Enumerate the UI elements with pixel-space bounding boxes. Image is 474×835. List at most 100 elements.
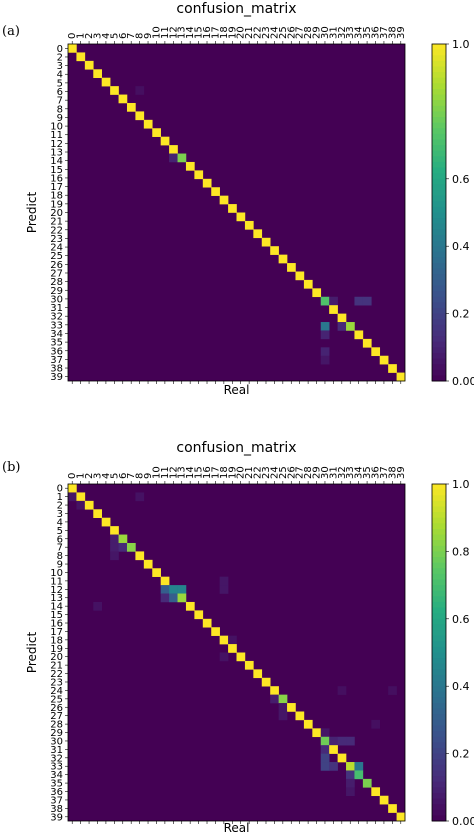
colorbar-segment [432,495,446,501]
colorbar-segment [432,235,446,241]
heatmap-cell [152,568,161,577]
heatmap-cell [178,594,187,603]
heatmap-cell [279,703,288,712]
heatmap-cell [161,585,170,594]
heatmap-cell [194,610,203,619]
heatmap-cell [127,543,136,552]
heatmap-cell [304,280,313,289]
colorbar-segment [432,325,446,331]
confusion-matrix-panel: 0123456789101112131415161718192021222324… [25,1,474,397]
heatmap-cell [279,255,288,264]
heatmap-cell [135,86,144,95]
heatmap-cell [312,288,321,297]
colorbar-segment [432,608,446,614]
colorbar-segment [432,726,446,732]
confusion-matrix-panel: 0123456789101112131415161718192021222324… [25,440,474,835]
colorbar-segment [432,370,446,376]
heatmap-cell [295,711,304,720]
heatmap-cell [346,787,355,796]
colorbar-segment [432,686,446,692]
colorbar-segment [432,190,446,196]
colorbar-segment [432,787,446,793]
colorbar-segment [432,302,446,308]
heatmap-cell [270,695,279,704]
heatmap-cell [321,356,330,365]
heatmap-cell [397,373,406,382]
colorbar-segment [432,737,446,743]
heatmap-cell [135,111,144,120]
heatmap-cell [110,543,119,552]
heatmap-cell [262,678,271,687]
heatmap-cell [203,179,212,188]
colorbar-segment [432,681,446,687]
heatmap-cell [76,501,85,510]
heatmap-cell [371,347,380,356]
colorbar-segment [432,128,446,134]
colorbar-segment [432,353,446,359]
colorbar-segment [432,563,446,569]
heatmap-cell [102,78,111,87]
heatmap-cell [110,551,119,560]
colorbar-segment [432,269,446,275]
colorbar-segment [432,731,446,737]
colorbar-segment [432,201,446,207]
heatmap-cell [321,297,330,306]
colorbar-segment [432,252,446,258]
colorbar-segment [432,78,446,84]
heatmap-cell [203,619,212,628]
heatmap-cell [178,585,187,594]
y-axis-label: Predict [25,192,39,234]
y-tick-label: 39 [50,812,63,823]
colorbar-tick-label: 0.8 [452,545,470,558]
heatmap-cell [93,69,102,78]
heatmap-cell [338,314,347,323]
heatmap-cell [363,779,372,788]
colorbar-segment [432,697,446,703]
colorbar-segment [432,535,446,541]
colorbar-segment [432,653,446,659]
colorbar-segment [432,83,446,89]
colorbar-segment [432,596,446,602]
heatmap-cell [220,653,229,662]
colorbar-segment [432,162,446,168]
colorbar-segment [432,314,446,320]
heatmap-cell [388,364,397,373]
heatmap-cell [245,661,254,670]
heatmap-cell [295,271,304,280]
colorbar-segment [432,123,446,129]
colorbar-tick-label: 0.2 [452,308,470,321]
heatmap-cell [93,602,102,611]
heatmap-cell [68,484,77,493]
colorbar-segment [432,145,446,151]
colorbar-segment [432,168,446,174]
heatmap-cell [93,509,102,518]
heatmap-cell [397,813,406,822]
heatmap-cell [321,347,330,356]
heatmap-cell [220,196,229,205]
heatmap-cell [346,770,355,779]
colorbar-tick-label: 0.00 [452,375,474,388]
colorbar-segment [432,224,446,230]
colorbar-segment [432,799,446,805]
heatmap-cell [321,754,330,763]
colorbar-segment [432,213,446,219]
colorbar-segment [432,274,446,280]
colorbar-segment [432,641,446,647]
colorbar-segment [432,506,446,512]
colorbar-segment [432,748,446,754]
colorbar-segment [432,512,446,518]
colorbar-segment [432,286,446,292]
heatmap-cell [380,356,389,365]
colorbar-segment [432,229,446,235]
colorbar-tick-label: 0.00 [452,815,474,828]
heatmap-cell [161,137,170,146]
heatmap-cell [161,577,170,586]
heatmap-cell [329,745,338,754]
colorbar-segment [432,585,446,591]
heatmap-cell [354,297,363,306]
colorbar-segment [432,173,446,179]
colorbar-tick-label: 0.4 [452,240,470,253]
heatmap-cell [110,86,119,95]
colorbar-tick-label: 0.6 [452,613,470,626]
heatmap-cell [237,653,246,662]
